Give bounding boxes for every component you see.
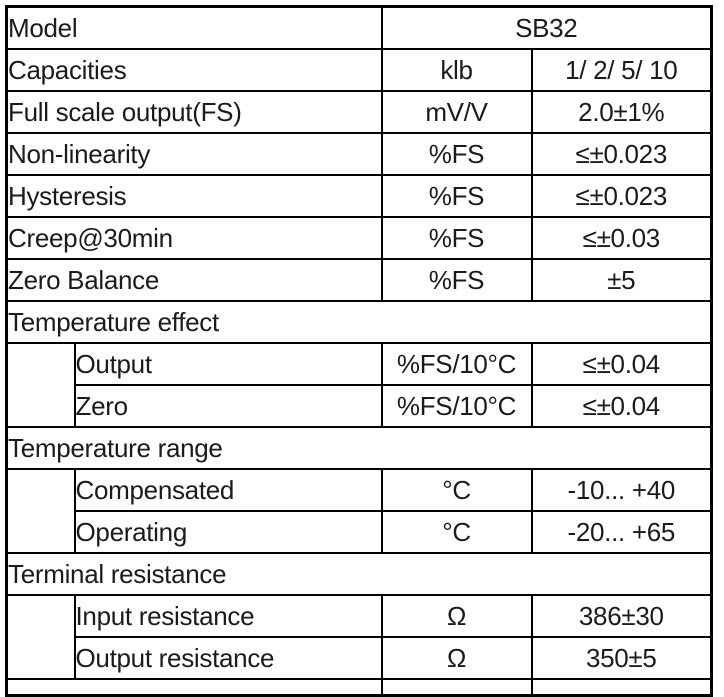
- row-operating: Operating °C -20... +65: [7, 510, 713, 554]
- param-cell: Hysteresis: [5, 174, 383, 218]
- param-cell: Zero Balance: [5, 258, 383, 302]
- unit-cell: %FS/10°C: [380, 384, 533, 428]
- param-cell: Output: [73, 342, 383, 386]
- row-output-resistance: Output resistance Ω 350±5: [7, 636, 713, 680]
- spec-sheet: Model SB32 Capacities klb 1/ 2/ 5/ 10 Fu…: [5, 5, 714, 697]
- value-cell: SB32: [380, 5, 713, 50]
- section-header-cell: Temperature range: [5, 426, 713, 470]
- row-compensated: Compensated °C -10... +40: [5, 468, 713, 554]
- value-cell: ≤±0.023: [530, 132, 713, 176]
- value-cell: ≤±0.04: [530, 384, 713, 428]
- value-cell: ≤±0.023: [530, 174, 713, 218]
- row-non-linearity: Non-linearity %FS ≤±0.023: [5, 132, 713, 176]
- row-temp-zero: Zero %FS/10°C ≤±0.04: [7, 384, 713, 428]
- unit-cell: %FS: [380, 174, 533, 218]
- unit-cell: klb: [380, 48, 533, 92]
- unit-cell: %FS: [380, 132, 533, 176]
- unit-cell: mV/V: [380, 90, 533, 134]
- row-capacities: Capacities klb 1/ 2/ 5/ 10: [5, 48, 713, 92]
- row-model: Model SB32: [5, 5, 713, 50]
- row-full-scale-output: Full scale output(FS) mV/V 2.0±1%: [5, 90, 713, 134]
- param-cell: Full scale output(FS): [5, 90, 383, 134]
- row-section-terminal-resistance: Terminal resistance: [5, 552, 713, 596]
- row-input-resistance: Input resistance Ω 386±30: [5, 594, 713, 680]
- unit-cell: Ω: [380, 594, 533, 638]
- unit-cell: %FS/10°C: [380, 342, 533, 386]
- value-cell: 2.0±1%: [530, 90, 713, 134]
- param-cell: Compensated: [73, 468, 383, 512]
- param-cell: Capacities: [5, 48, 383, 92]
- value-cell: ≤±0.03: [530, 216, 713, 260]
- row-temp-output: Output %FS/10°C ≤±0.04: [5, 342, 713, 428]
- param-cell: Creep@30min: [5, 216, 383, 260]
- row-creep: Creep@30min %FS ≤±0.03: [5, 216, 713, 260]
- unit-cell: %FS: [380, 258, 533, 302]
- row-partial-cutoff: [5, 678, 713, 696]
- param-cell: Zero: [73, 384, 383, 428]
- value-cell: 386±30: [530, 594, 713, 638]
- value-cell: ≤±0.04: [530, 342, 713, 386]
- param-cell: Model: [5, 5, 383, 50]
- param-cell: Non-linearity: [5, 132, 383, 176]
- row-section-temperature-effect: Temperature effect: [5, 300, 713, 344]
- row-zero-balance: Zero Balance %FS ±5: [5, 258, 713, 302]
- row-hysteresis: Hysteresis %FS ≤±0.023: [5, 174, 713, 218]
- value-cell: -20... +65: [530, 510, 713, 554]
- unit-cell: [380, 678, 533, 696]
- value-cell: 350±5: [530, 636, 713, 680]
- param-cell: Operating: [73, 510, 383, 554]
- unit-cell: %FS: [380, 216, 533, 260]
- spec-table: Model SB32 Capacities klb 1/ 2/ 5/ 10 Fu…: [5, 5, 714, 697]
- section-header-cell: Terminal resistance: [5, 552, 713, 596]
- value-cell: 1/ 2/ 5/ 10: [530, 48, 713, 92]
- indent-spacer-cell: [5, 342, 76, 428]
- unit-cell: °C: [380, 510, 533, 554]
- section-header-cell: Temperature effect: [5, 300, 713, 344]
- param-cell: Output resistance: [73, 636, 383, 680]
- param-cell: [5, 678, 383, 696]
- value-cell: -10... +40: [530, 468, 713, 512]
- indent-spacer-cell: [5, 468, 76, 554]
- row-section-temperature-range: Temperature range: [5, 426, 713, 470]
- value-cell: ±5: [530, 258, 713, 302]
- unit-cell: Ω: [380, 636, 533, 680]
- value-cell: [530, 678, 713, 696]
- indent-spacer-cell: [5, 594, 76, 680]
- unit-cell: °C: [380, 468, 533, 512]
- param-cell: Input resistance: [73, 594, 383, 638]
